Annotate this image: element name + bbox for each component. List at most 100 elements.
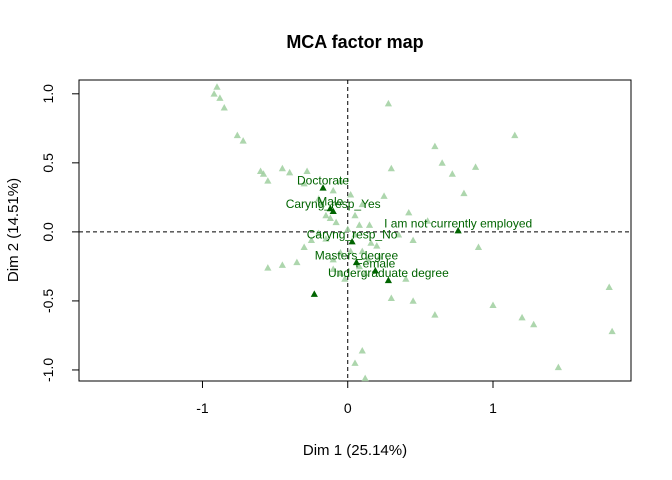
supplementary-point (300, 179, 308, 187)
supplementary-point (376, 253, 384, 260)
supplementary-point (448, 170, 456, 177)
active-category-label: Doctorate (297, 174, 349, 188)
supplementary-point (307, 236, 316, 244)
supplementary-point (303, 167, 311, 175)
supplementary-point (474, 243, 483, 250)
supplementary-points (210, 83, 616, 382)
supplementary-point (351, 359, 359, 366)
supplementary-point (233, 131, 241, 139)
supplementary-point (336, 248, 345, 256)
active-category-label: Caryng_resp_Yes (286, 197, 381, 211)
active-category-point (352, 258, 361, 266)
chart-title: MCA factor map (286, 32, 423, 52)
supplementary-point (438, 159, 446, 166)
supplementary-point (373, 242, 381, 249)
y-tick-label: 0.0 (40, 222, 56, 242)
x-tick-label: 0 (344, 400, 352, 416)
active-category-point (348, 237, 356, 245)
supplementary-point (336, 269, 345, 277)
supplementary-point (361, 269, 369, 277)
supplementary-point (424, 217, 432, 224)
active-category-label: Caryng_resp_No (307, 228, 398, 242)
supplementary-point (409, 236, 417, 244)
supplementary-point (608, 327, 616, 335)
supplementary-point (387, 294, 395, 302)
supplementary-point (300, 243, 308, 250)
supplementary-point (431, 142, 439, 150)
supplementary-point (259, 170, 268, 177)
supplementary-point (530, 320, 538, 328)
supplementary-point (358, 200, 366, 208)
supplementary-point (347, 191, 355, 198)
supplementary-point (344, 225, 352, 232)
supplementary-point (387, 164, 395, 172)
active-category-point (454, 226, 462, 234)
supplementary-point (293, 258, 301, 266)
active-category-points (310, 184, 462, 297)
supplementary-point (322, 235, 330, 242)
supplementary-point (264, 177, 272, 184)
x-tick-label: -1 (196, 400, 209, 416)
active-category-label: Female (355, 257, 395, 271)
supplementary-point (405, 208, 413, 216)
active-category-point (319, 184, 327, 191)
supplementary-point (326, 214, 334, 221)
supplementary-point (315, 229, 323, 237)
supplementary-point (409, 297, 417, 304)
supplementary-point (460, 189, 468, 197)
x-axis: -1 0 1 (196, 380, 497, 416)
supplementary-point (355, 262, 363, 270)
supplementary-point (341, 275, 349, 282)
supplementary-point (367, 239, 375, 246)
active-category-point (310, 290, 318, 297)
active-category-label: Masters degree (315, 248, 399, 262)
supplementary-point (489, 301, 497, 308)
supplementary-point (361, 374, 369, 382)
supplementary-point (317, 200, 326, 208)
active-category-point (329, 207, 337, 215)
supplementary-point (351, 231, 359, 238)
supplementary-point (554, 363, 562, 371)
active-category-label: Male (317, 194, 343, 208)
supplementary-point (278, 164, 286, 172)
supplementary-point (322, 211, 330, 219)
supplementary-point (511, 131, 519, 139)
supplementary-point (431, 311, 439, 318)
supplementary-point (402, 275, 410, 282)
supplementary-point (210, 90, 218, 97)
supplementary-point (358, 347, 366, 354)
supplementary-point (216, 94, 224, 101)
supplementary-point (471, 163, 480, 170)
active-category-label: Undergraduate degree (328, 266, 449, 280)
active-category-label: I am not currently employed (384, 217, 532, 231)
supplementary-point (278, 261, 286, 268)
supplementary-point (332, 218, 340, 226)
supplementary-point (351, 211, 359, 219)
y-tick-label: 1.0 (40, 84, 56, 104)
y-tick-label: -0.5 (40, 289, 56, 313)
y-axis: -1.0 -0.5 0.0 0.5 1.0 (40, 84, 80, 382)
supplementary-point (355, 221, 363, 228)
supplementary-point (518, 313, 526, 321)
supplementary-point (286, 168, 294, 176)
active-category-point (371, 266, 379, 274)
supplementary-point (347, 247, 355, 255)
supplementary-point (220, 104, 228, 111)
supplementary-point (329, 255, 337, 263)
x-axis-label: Dim 1 (25.14%) (303, 442, 407, 459)
y-axis-label: Dim 2 (14.51%) (5, 178, 22, 282)
supplementary-point (329, 265, 337, 273)
supplementary-point (213, 83, 221, 90)
supplementary-point (336, 177, 345, 184)
supplementary-point (358, 247, 366, 255)
supplementary-point (315, 195, 323, 202)
supplementary-point (365, 221, 374, 228)
supplementary-point (239, 137, 247, 144)
supplementary-point (264, 264, 272, 271)
supplementary-point (364, 255, 372, 263)
supplementary-point (394, 231, 403, 238)
active-category-point (384, 276, 393, 284)
supplementary-point (384, 99, 393, 107)
